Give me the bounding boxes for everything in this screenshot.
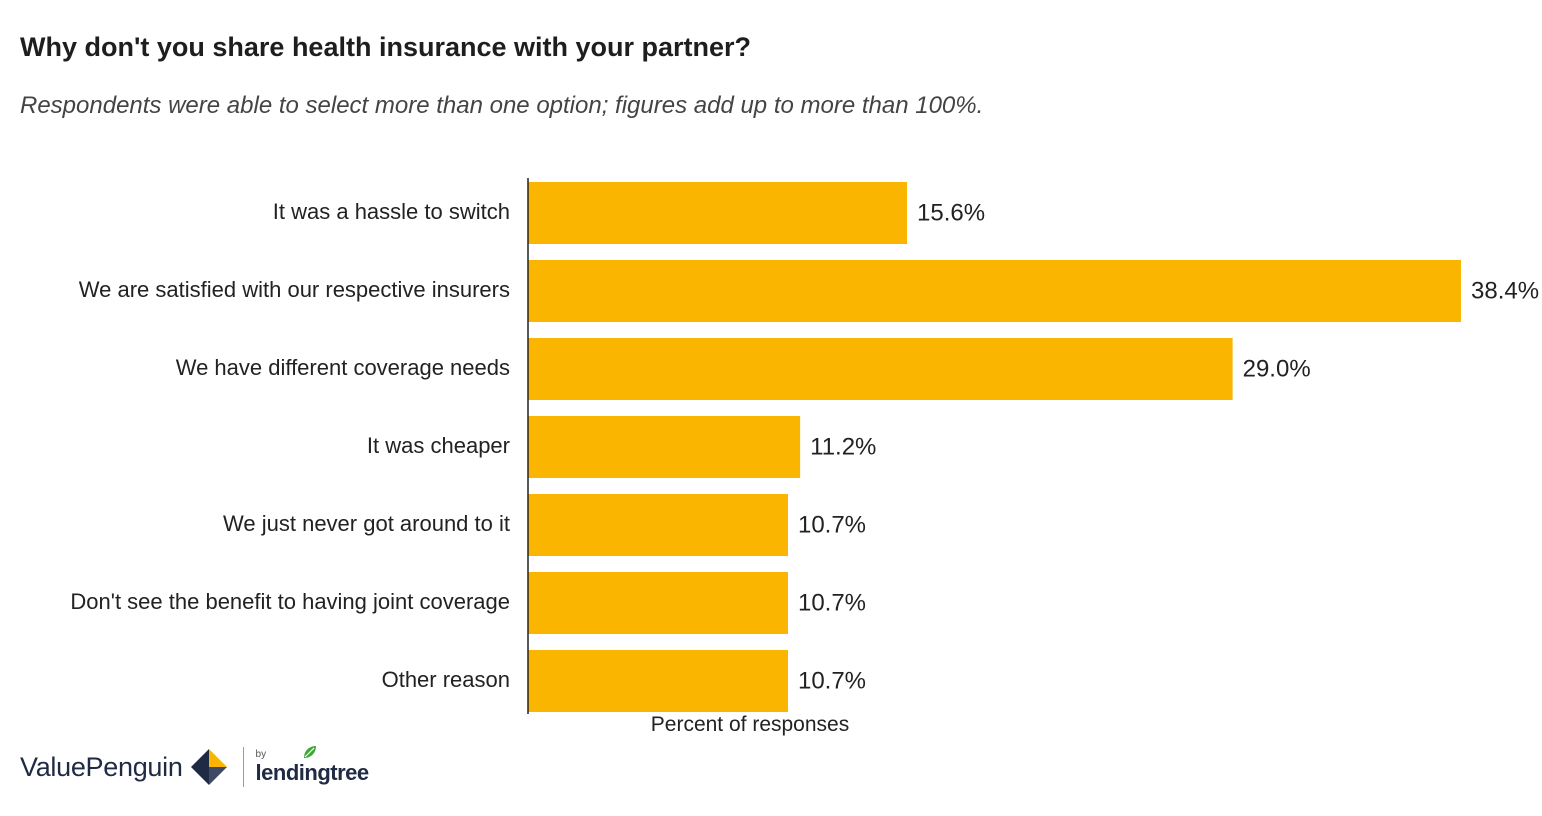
value-label-2: 29.0% xyxy=(1243,355,1311,382)
bar-4 xyxy=(528,494,788,556)
by-label: by xyxy=(255,749,267,760)
category-label-3: It was cheaper xyxy=(367,433,510,458)
valuepenguin-logo-icon xyxy=(190,749,227,785)
bar-6 xyxy=(528,650,788,712)
footer-branding: ValuePenguin by lendingtree xyxy=(20,742,369,792)
bars-layer xyxy=(528,182,1461,712)
bar-0 xyxy=(528,182,908,244)
value-label-3: 11.2% xyxy=(810,433,876,460)
category-label-4: We just never got around to it xyxy=(223,511,510,536)
lendingtree-brand: lendingtree xyxy=(255,760,370,785)
value-label-1: 38.4% xyxy=(1471,277,1539,304)
lendingtree-logo: by lendingtree xyxy=(255,746,370,785)
category-label-1: We are satisfied with our respective ins… xyxy=(79,277,510,302)
bar-chart: It was a hassle to switch We are satisfie… xyxy=(70,178,1539,736)
value-label-5: 10.7% xyxy=(798,589,866,616)
value-label-0: 15.6% xyxy=(917,199,985,226)
footer-divider xyxy=(242,747,244,787)
bar-5 xyxy=(528,572,788,634)
bar-3 xyxy=(528,416,801,478)
category-labels-layer: It was a hassle to switch We are satisfie… xyxy=(70,199,510,692)
lendingtree-leaf-icon xyxy=(303,746,316,758)
category-label-5: Don't see the benefit to having joint co… xyxy=(70,589,510,614)
x-axis-title: Percent of responses xyxy=(651,713,849,736)
bar-2 xyxy=(528,338,1233,400)
category-label-6: Other reason xyxy=(382,667,510,692)
chart-subtitle: Respondents were able to select more tha… xyxy=(20,92,984,119)
category-label-0: It was a hassle to switch xyxy=(273,199,510,224)
value-label-4: 10.7% xyxy=(798,511,866,538)
chart-title: Why don't you share health insurance wit… xyxy=(20,32,752,62)
bar-1 xyxy=(528,260,1461,322)
value-labels-layer: 15.6% 38.4% 29.0% 11.2% 10.7% 10.7% 10.7% xyxy=(798,199,1539,694)
value-label-6: 10.7% xyxy=(798,667,866,694)
category-label-2: We have different coverage needs xyxy=(176,355,510,380)
valuepenguin-brand: ValuePenguin xyxy=(20,751,183,782)
